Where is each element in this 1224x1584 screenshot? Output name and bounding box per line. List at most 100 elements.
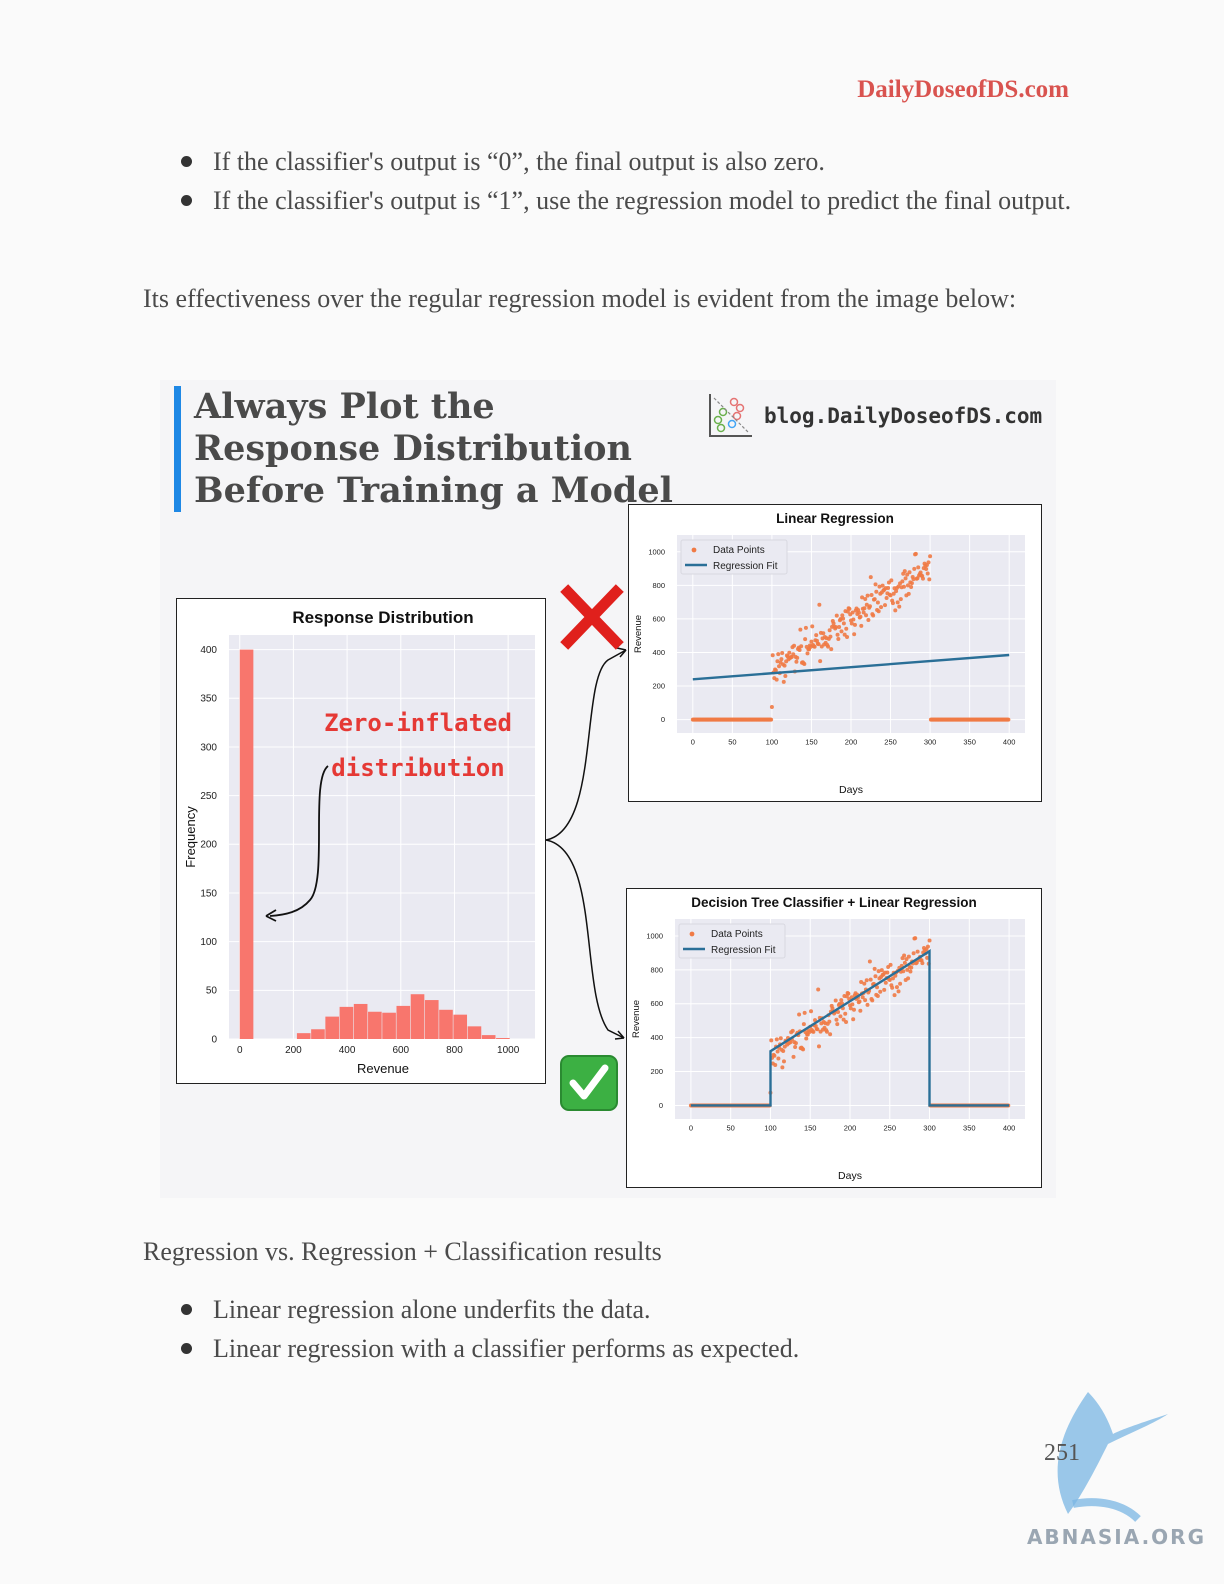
data-point (906, 954, 911, 959)
histogram-bar (453, 1014, 468, 1039)
data-point (769, 1038, 774, 1043)
data-point (792, 643, 797, 648)
data-point (887, 978, 892, 983)
data-point (902, 960, 907, 965)
data-point (863, 597, 868, 602)
data-point (925, 571, 930, 576)
data-point (790, 1028, 795, 1033)
data-point (801, 1022, 806, 1027)
data-point (866, 618, 871, 623)
y-tick-label: 400 (650, 1033, 663, 1042)
data-point (885, 970, 890, 975)
data-point (793, 1041, 798, 1046)
histogram-bar (396, 1005, 411, 1039)
y-tick-label: 0 (211, 1034, 217, 1045)
plot-area (229, 635, 535, 1039)
data-point (802, 662, 807, 667)
data-point (928, 554, 933, 559)
x-tick-label: 350 (963, 738, 976, 747)
data-point (865, 593, 870, 598)
data-point (810, 624, 815, 629)
data-point (901, 584, 906, 589)
data-point (925, 944, 930, 949)
y-tick-label: 50 (206, 986, 218, 997)
data-point (841, 616, 846, 621)
data-point (837, 625, 842, 630)
y-tick-label: 200 (200, 840, 217, 851)
data-point (900, 579, 905, 584)
y-tick-label: 1000 (648, 547, 665, 556)
data-point (773, 668, 778, 673)
data-point (859, 623, 864, 628)
histogram-chart: Response Distribution 0 200 400 600 800 1000 0 5… (183, 608, 535, 1076)
legend-box (678, 923, 786, 959)
regression-fit-line (690, 949, 1010, 1107)
watermark-bird-logo (1057, 1392, 1168, 1522)
data-point (872, 597, 877, 602)
data-point (1006, 717, 1011, 722)
data-point (782, 663, 787, 668)
data-point (818, 659, 823, 664)
data-point (858, 614, 863, 619)
data-point (882, 987, 887, 992)
annotation-line-1: Zero-inflated (324, 709, 512, 737)
data-point (907, 570, 912, 575)
blog-url[interactable]: blog.DailyDoseofDS.com (764, 404, 1043, 428)
arrow-to-tree-regression (545, 839, 625, 1039)
y-tick-label: 800 (650, 965, 663, 974)
data-point (824, 1029, 829, 1034)
x-tick-label: 0 (689, 1124, 693, 1133)
blog-badge: blog.DailyDoseofDS.com (704, 390, 1042, 442)
data-point (859, 980, 864, 985)
data-point (809, 1009, 814, 1014)
arrow-to-linear-regression (545, 649, 627, 841)
data-point (775, 659, 780, 664)
x-tick-label: 50 (727, 1124, 735, 1133)
data-point (860, 595, 865, 600)
data-point (856, 610, 861, 615)
data-point (873, 974, 878, 979)
data-point (778, 1036, 783, 1041)
data-point (838, 1014, 843, 1019)
data-point (895, 600, 900, 605)
data-point (830, 1006, 835, 1011)
data-point (833, 998, 838, 1003)
data-point (805, 651, 810, 656)
tree-regression-panel: Decision Tree Classifier + Linear Regres… (626, 888, 1042, 1188)
figure-overlay: Zero-inflated distribution (265, 584, 627, 1111)
histogram-bar (368, 1011, 382, 1039)
data-point (811, 1029, 816, 1034)
data-point (888, 593, 893, 598)
y-tick-label: 400 (200, 645, 217, 656)
data-point (848, 1006, 853, 1011)
data-point (776, 1056, 781, 1061)
arrowhead-icon (616, 647, 627, 658)
list-item: Linear regression with a classifier perf… (143, 1329, 1083, 1368)
data-point (775, 1049, 780, 1054)
data-point (912, 566, 917, 571)
data-point (876, 969, 881, 974)
chart-title: Decision Tree Classifier + Linear Regres… (691, 895, 977, 910)
x-tick-label: 400 (1003, 738, 1016, 747)
figure-title: Always Plot the Response Distribution Be… (174, 386, 674, 512)
data-point (787, 650, 792, 655)
linear-regression-panel: Linear Regression 0 50 100 150 200 250 300 350 40… (628, 504, 1042, 802)
site-header[interactable]: DailyDoseofDS.com (857, 76, 1069, 103)
data-point (794, 659, 799, 664)
bullet-list-top: If the classifier's output is “0”, the f… (143, 142, 1083, 220)
x-tick-label: 150 (805, 738, 818, 747)
data-point (871, 613, 876, 618)
data-point (879, 605, 884, 610)
data-point (815, 1027, 820, 1032)
data-point (839, 998, 844, 1003)
data-point (864, 602, 869, 607)
chart-legend: Data Points Regression Fit (680, 539, 788, 575)
annotation-line-2: distribution (331, 754, 504, 782)
data-point (897, 604, 902, 609)
data-point (834, 1017, 839, 1022)
y-tick-label: 250 (200, 791, 217, 802)
chart-title: Response Distribution (292, 608, 473, 627)
x-tick-label: 50 (728, 738, 736, 747)
data-point (814, 633, 819, 638)
data-point (892, 993, 897, 998)
